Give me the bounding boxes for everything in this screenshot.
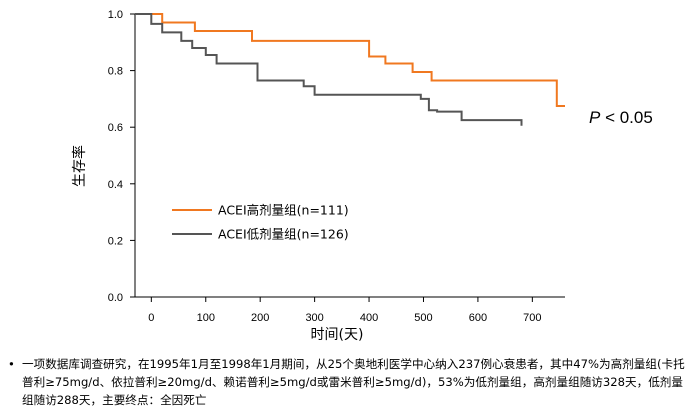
survival-chart: 0.0 0.2 0.4 0.6 0.8 1.0 0 100 200 300 400 500 600 700… bbox=[71, 9, 653, 343]
legend-label-2: ACEI低剂量组(n=126) bbox=[218, 227, 349, 242]
y-axis-title: 生存率 bbox=[71, 145, 88, 187]
x-tick-label: 600 bbox=[469, 312, 487, 324]
y-tick-label: 1.0 bbox=[108, 9, 123, 21]
note-text: 一项数据库调查研究，在1995年1月至1998年1月期间，从25个奥地利医学中心… bbox=[22, 357, 685, 407]
chart-series bbox=[135, 13, 565, 126]
y-tick-label: 0.4 bbox=[108, 179, 123, 191]
series-line-2 bbox=[135, 13, 523, 126]
chart-axes: 0.0 0.2 0.4 0.6 0.8 1.0 0 100 200 300 400 500 600 700 bbox=[108, 9, 565, 324]
note-bullet: • bbox=[8, 357, 15, 371]
x-tick-label: 400 bbox=[360, 312, 378, 324]
x-axis-title: 时间(天) bbox=[311, 327, 364, 343]
y-tick-label: 0.6 bbox=[108, 122, 123, 134]
x-tick-label: 300 bbox=[305, 312, 323, 324]
series-line-1 bbox=[135, 13, 565, 107]
x-tick-label: 200 bbox=[251, 312, 269, 324]
y-tick-label: 0.0 bbox=[108, 292, 123, 304]
legend-label-1: ACEI高剂量组(n=111) bbox=[218, 203, 349, 218]
x-tick-label: 100 bbox=[197, 312, 215, 324]
x-tick-label: 700 bbox=[523, 312, 541, 324]
x-tick-label: 0 bbox=[148, 312, 154, 324]
p-value-annotation: P < 0.05 bbox=[589, 108, 653, 127]
x-tick-label: 500 bbox=[414, 312, 432, 324]
y-tick-label: 0.2 bbox=[108, 235, 123, 247]
study-note: • 一项数据库调查研究，在1995年1月至1998年1月期间，从25个奥地利医学… bbox=[8, 355, 688, 409]
y-tick-label: 0.8 bbox=[108, 66, 123, 78]
chart-legend: ACEI高剂量组(n=111) ACEI低剂量组(n=126) bbox=[172, 203, 349, 242]
